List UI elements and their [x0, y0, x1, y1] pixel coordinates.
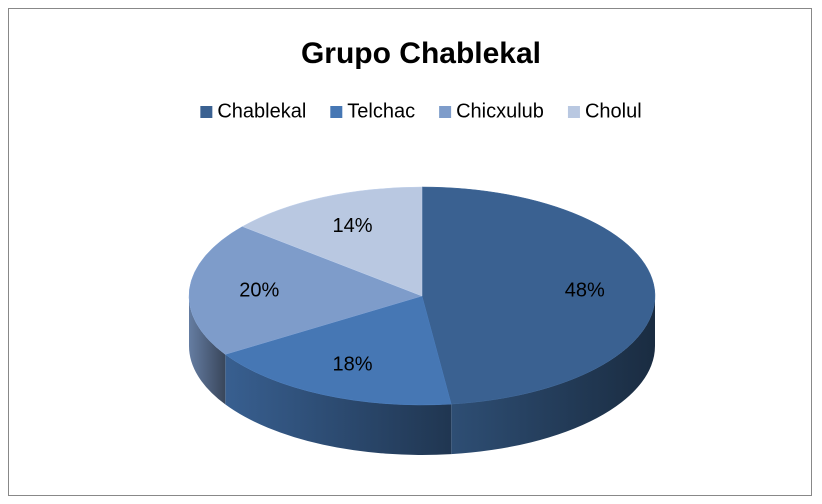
- legend-item: Telchac: [330, 100, 415, 122]
- chart-title: Grupo Chablekal: [301, 37, 541, 70]
- legend-label: Chicxulub: [456, 100, 544, 122]
- legend-swatch: [439, 106, 452, 118]
- pie-slice: [224, 295, 452, 406]
- data-label: 14%: [333, 215, 373, 237]
- pie-slice: [241, 186, 423, 297]
- pie-slice: [421, 186, 656, 405]
- data-label: 48%: [565, 279, 605, 301]
- legend-label: Chablekal: [217, 100, 306, 122]
- legend-item: Chablekal: [200, 100, 306, 122]
- legend-swatch: [330, 106, 343, 118]
- legend-item: Cholul: [567, 100, 642, 122]
- data-label: 20%: [239, 279, 279, 301]
- legend-item: Chicxulub: [439, 100, 544, 122]
- pie-side: [189, 296, 226, 405]
- data-label: 18%: [333, 353, 373, 375]
- legend-label: Cholul: [585, 100, 642, 122]
- legend-swatch: [200, 106, 213, 118]
- legend-label: Telchac: [347, 100, 415, 122]
- legend-swatch: [567, 106, 580, 118]
- pie-side: [225, 354, 452, 455]
- pie-side: [451, 296, 655, 455]
- pie-slice: [188, 226, 423, 355]
